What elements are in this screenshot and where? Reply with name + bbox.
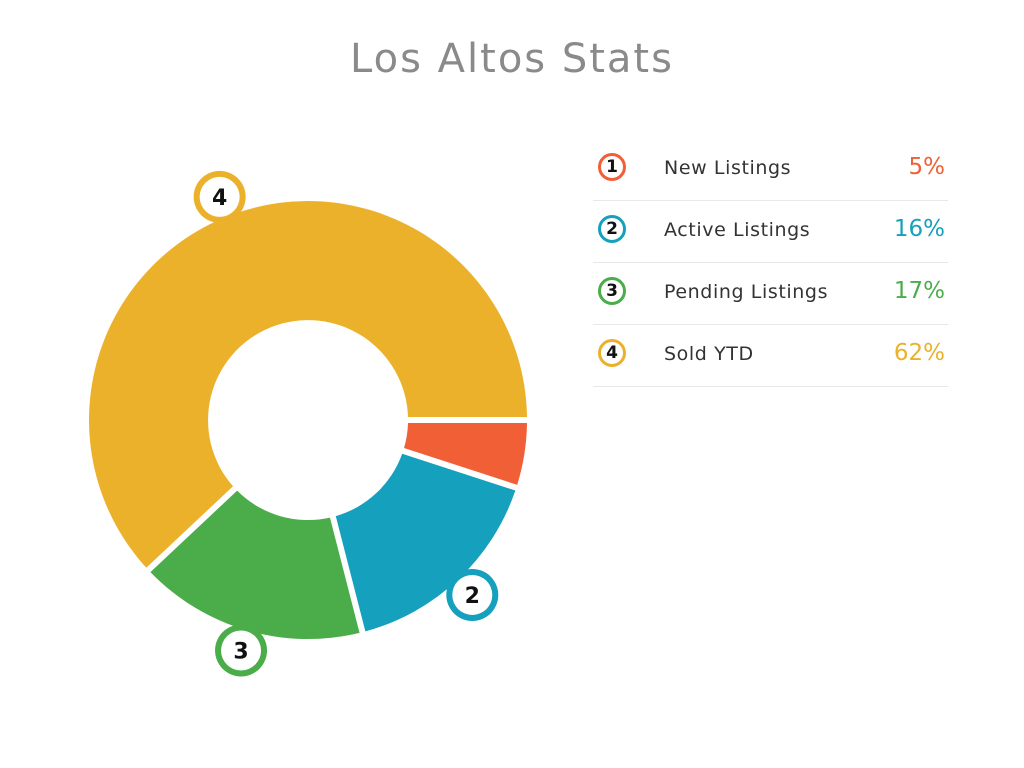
slice-marker-fill-3 [221,630,262,671]
chart-title: Los Altos Stats [350,36,674,82]
legend: 1 New Listings 5% 2 Active Listings 16% 3 Pendi… [593,139,948,387]
donut-slice-3 [150,490,360,640]
donut-slice-4 [89,201,527,568]
slice-marker-number-2: 2 [465,584,480,609]
slice-markers: 2 3 4 [193,170,499,677]
legend-label: Active Listings [664,219,811,241]
legend-label: Sold YTD [664,343,754,365]
slice-marker-2: 2 [446,568,499,621]
legend-item-2: 2 Active Listings 16% [593,201,948,263]
legend-number-badge: 1 [598,153,626,181]
legend-label: New Listings [664,157,792,179]
slice-marker-3: 3 [215,624,268,677]
slice-marker-fill-2 [452,574,493,615]
legend-value: 5% [908,154,946,180]
legend-label: Pending Listings [664,281,829,303]
slice-marker-number-4: 4 [212,186,227,211]
donut-slices [89,201,527,640]
legend-value: 16% [893,216,945,242]
legend-item-3: 3 Pending Listings 17% [593,263,948,325]
slice-marker-number-3: 3 [233,639,248,664]
slice-marker-4: 4 [193,170,246,223]
legend-number-badge: 2 [598,215,626,243]
legend-number-badge: 3 [598,277,626,305]
donut-slice-1 [404,423,527,485]
legend-item-4: 4 Sold YTD 62% [593,325,948,387]
legend-value: 62% [893,340,945,366]
slice-marker-fill-4 [199,176,240,217]
legend-item-1: 1 New Listings 5% [593,139,948,201]
legend-value: 17% [893,278,945,304]
donut-slice-2 [335,453,516,632]
legend-number-badge: 4 [598,339,626,367]
